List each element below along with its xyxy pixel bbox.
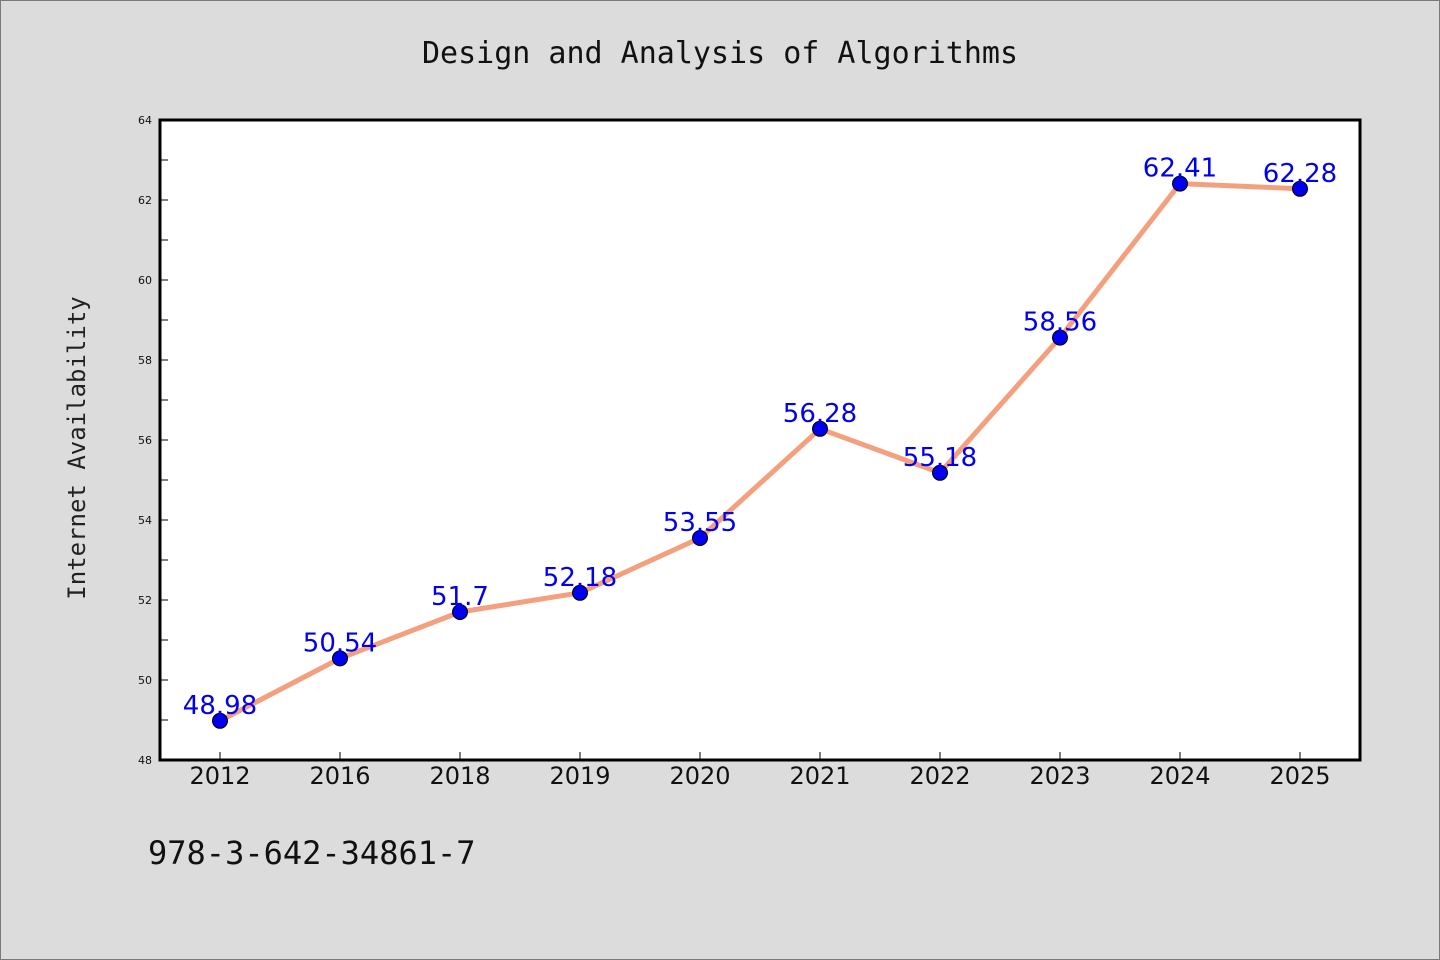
y-tick-label: 56	[138, 434, 152, 447]
x-tick-label: 2020	[669, 762, 730, 790]
data-label: 62.28	[1263, 159, 1337, 189]
data-point	[572, 584, 588, 601]
x-tick-label: 2016	[309, 762, 370, 790]
x-tick-label: 2022	[909, 762, 970, 790]
y-tick-label: 64	[138, 114, 152, 127]
x-axis: 2012 2016 2018 2019 2020 2021 2022 2023 2024 2025	[189, 752, 1331, 790]
data-point	[932, 464, 948, 481]
data-point	[692, 530, 708, 546]
data-point	[452, 604, 468, 620]
y-tick-label: 50	[138, 674, 152, 687]
x-tick-label: 2018	[429, 762, 490, 790]
x-tick-label: 2024	[1149, 762, 1210, 790]
data-label: 48.98	[183, 691, 257, 721]
data-point	[1052, 329, 1068, 346]
y-axis-label: Internet Availability	[63, 296, 91, 599]
data-point	[332, 650, 348, 667]
y-tick-label: 58	[138, 354, 152, 367]
data-labels: 48.98 50.54 51.7 52.18 53.55 56.28 55.18 58.56 6…	[183, 154, 1337, 721]
y-axis: 48 50 52 54 56 58 60 62 64	[138, 114, 168, 767]
x-tick-label: 2023	[1029, 762, 1090, 790]
data-label: 62.41	[1143, 154, 1217, 184]
y-tick-label: 54	[138, 514, 152, 527]
data-points	[212, 175, 1308, 729]
data-point	[1172, 175, 1188, 192]
x-tick-label: 2012	[189, 762, 250, 790]
series-line-group	[217, 181, 1303, 724]
chart-title: Design and Analysis of Algorithms	[422, 36, 1018, 71]
data-point	[812, 420, 828, 437]
x-tick-label: 2021	[789, 762, 850, 790]
data-label: 55.18	[903, 443, 977, 473]
data-point	[1292, 180, 1308, 197]
data-label: 56.28	[783, 399, 857, 429]
data-point	[212, 712, 228, 729]
y-tick-label: 60	[138, 274, 152, 287]
y-tick-label: 48	[138, 754, 152, 767]
data-label: 51.7	[431, 582, 489, 612]
data-label: 58.56	[1023, 308, 1097, 338]
data-label: 50.54	[303, 628, 377, 658]
series-line	[217, 181, 1303, 724]
isbn-text: 978-3-642-34861-7	[148, 834, 476, 872]
data-label: 52.18	[543, 563, 617, 593]
data-label: 53.55	[663, 508, 737, 538]
y-tick-label: 62	[138, 194, 152, 207]
x-tick-label: 2025	[1269, 762, 1330, 790]
x-tick-label: 2019	[549, 762, 610, 790]
y-tick-label: 52	[138, 594, 152, 607]
